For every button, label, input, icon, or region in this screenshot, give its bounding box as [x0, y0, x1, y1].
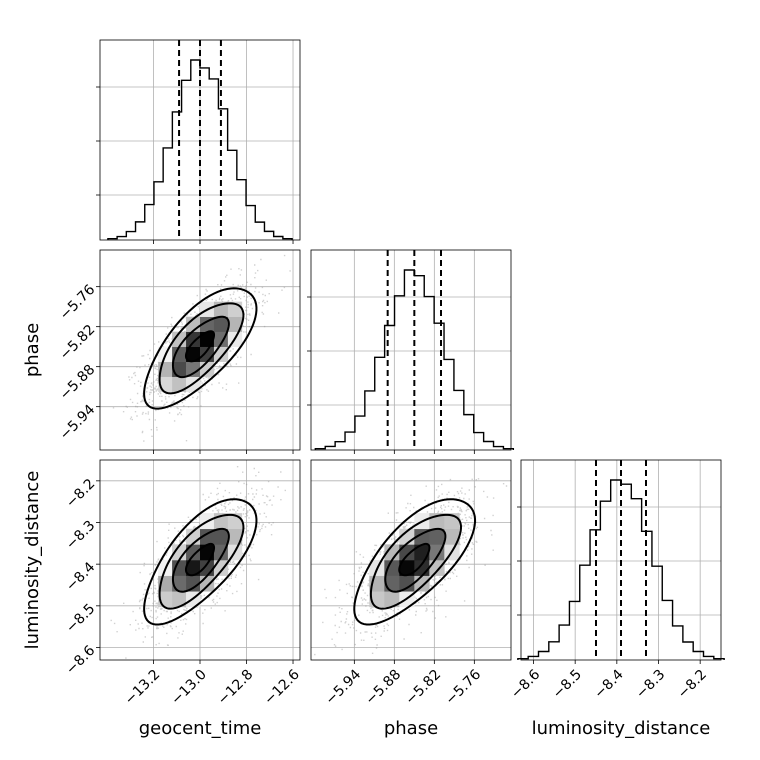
density-cell [172, 560, 187, 576]
hist-panel-luminosity_distance [517, 459, 725, 664]
density-cell [186, 346, 201, 362]
x-tick-label-phase: −5.88 [363, 667, 405, 709]
contour-level-3 [369, 513, 462, 610]
density-cell [172, 591, 187, 608]
x-axis-label-phase: phase [384, 718, 438, 739]
contour-level-4 [143, 287, 258, 410]
density-cell [227, 316, 243, 332]
contour-level-1 [184, 542, 216, 577]
y-tick-label-phase: −5.94 [57, 402, 99, 444]
density-cell [186, 331, 201, 347]
density-cell [172, 376, 187, 392]
density-cell [186, 575, 201, 592]
density-cell [213, 316, 229, 332]
contour-level-4 [143, 498, 258, 626]
y-tick-label-luminosity_distance: −8.6 [63, 642, 98, 677]
density-cell [384, 591, 400, 608]
scatter-panel-geocent_time-phase [96, 249, 301, 454]
y-axis-label-luminosity_distance: luminosity_distance [22, 471, 43, 650]
density-cell [227, 528, 243, 545]
x-tick-label-phase: −5.76 [443, 667, 485, 709]
x-tick-label-luminosity_distance: −8.3 [633, 667, 668, 702]
density-cell [384, 560, 400, 576]
density-cell [444, 528, 460, 545]
contour-level-2 [384, 527, 447, 593]
hist-panel-phase [307, 249, 515, 454]
hist-panel-geocent_time [96, 39, 301, 244]
x-tick-label-geocent_time: −13.2 [122, 667, 164, 709]
x-axis-label-luminosity_distance: luminosity_distance [532, 718, 711, 739]
panel-content [100, 460, 300, 660]
density-cell [186, 544, 201, 561]
contour-level-4 [353, 498, 477, 626]
density-cell [414, 575, 430, 592]
density-cell [200, 575, 215, 592]
y-tick-label-phase: −5.76 [57, 282, 99, 324]
scatter-panel-geocent_time-luminosity_distance [96, 459, 301, 664]
panel-content [311, 460, 511, 660]
x-tick-label-luminosity_distance: −8.2 [675, 667, 710, 702]
y-tick-label-luminosity_distance: −8.2 [63, 476, 98, 511]
density-cell [429, 528, 445, 545]
contour-level-1 [398, 542, 431, 577]
density-cell [399, 560, 415, 576]
density-cell [200, 361, 215, 377]
density-cell [213, 528, 229, 545]
panel-frame [99, 249, 301, 451]
contour-level-1 [184, 330, 216, 363]
contour-level-2 [171, 527, 230, 593]
y-tick-label-luminosity_distance: −8.5 [63, 601, 98, 636]
density-cell [172, 346, 187, 362]
y-tick-label-luminosity_distance: −8.3 [63, 518, 98, 553]
x-tick-label-luminosity_distance: −8.5 [550, 667, 585, 702]
density-cell [213, 560, 229, 576]
contour-level-3 [158, 513, 245, 610]
density-cell [186, 560, 201, 576]
panel-frame [99, 39, 301, 241]
panel-frame [99, 459, 301, 661]
x-tick-label-luminosity_distance: −8.6 [508, 667, 543, 702]
density-cell [429, 560, 445, 576]
panel-frame [310, 249, 512, 451]
panel-content [100, 250, 300, 450]
panel-frame [520, 459, 722, 661]
labels-layer: −13.2 −13.0 −12.8 −12.6 −5.94−5.88−5.82−5.76… [22, 282, 710, 739]
x-tick-label-geocent_time: −12.6 [261, 667, 303, 709]
y-tick-label-phase: −5.88 [57, 362, 99, 404]
y-tick-label-luminosity_distance: −8.4 [63, 559, 98, 594]
contour-level-2 [171, 315, 230, 379]
density-cell [399, 544, 415, 561]
x-tick-label-phase: −5.94 [323, 667, 365, 709]
scatter-panel-phase-luminosity_distance [310, 459, 512, 664]
x-tick-label-geocent_time: −13.0 [168, 667, 210, 709]
contour-level-3 [158, 302, 245, 395]
x-tick-label-geocent_time: −12.8 [215, 667, 257, 709]
panels-layer [96, 39, 725, 664]
y-axis-label-phase: phase [22, 323, 43, 377]
density-cell [213, 346, 229, 362]
y-tick-label-phase: −5.82 [57, 322, 99, 364]
density-cell [186, 361, 201, 377]
x-tick-label-phase: −5.82 [403, 667, 445, 709]
panel-frame [310, 459, 512, 661]
x-axis-label-geocent_time: geocent_time [139, 718, 262, 739]
x-tick-label-luminosity_distance: −8.4 [591, 667, 626, 702]
density-cell [399, 575, 415, 592]
